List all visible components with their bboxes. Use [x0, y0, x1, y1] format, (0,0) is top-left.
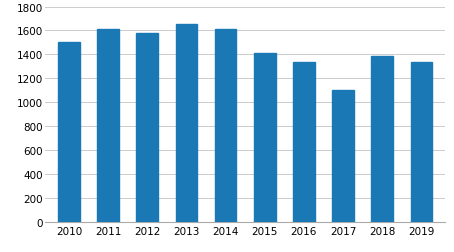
- Bar: [332, 91, 354, 222]
- Bar: [371, 56, 393, 222]
- Bar: [58, 43, 79, 222]
- Bar: [215, 29, 237, 222]
- Bar: [97, 30, 119, 222]
- Bar: [137, 34, 158, 222]
- Bar: [411, 62, 432, 222]
- Bar: [176, 25, 197, 222]
- Bar: [293, 62, 315, 222]
- Bar: [254, 53, 276, 222]
